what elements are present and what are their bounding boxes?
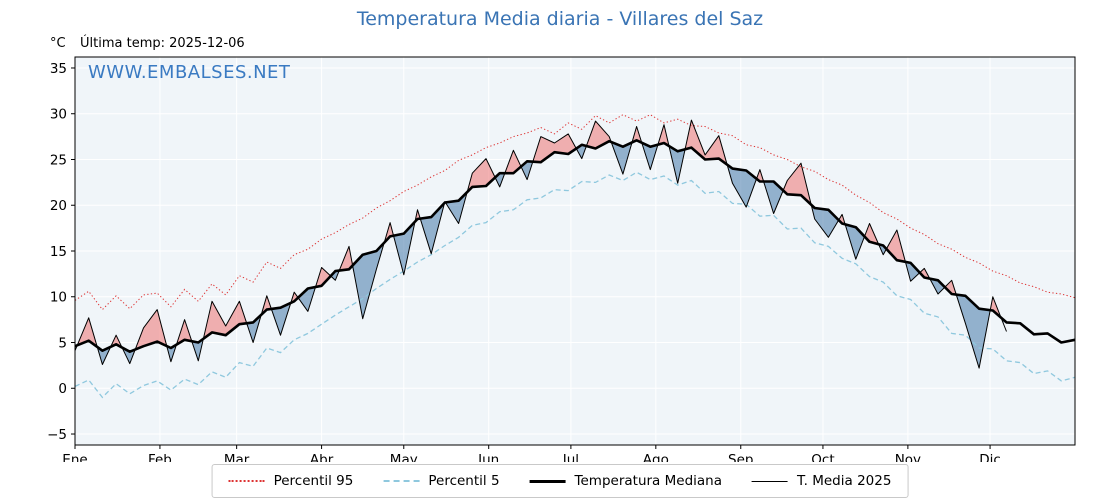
- y-tick-label: 20: [50, 198, 67, 214]
- legend-item-percentil5: Percentil 5: [383, 473, 500, 489]
- page-title: Temperatura Media diaria - Villares del …: [356, 8, 764, 30]
- t-media-2025-line-sample-icon: [752, 480, 788, 482]
- y-tick-label: 35: [50, 61, 67, 77]
- last-temp-label: Última temp: 2025-12-06: [80, 36, 245, 51]
- x-tick-label: May: [390, 452, 418, 462]
- y-tick-label: 15: [50, 244, 67, 260]
- percentil95-line-sample-icon: [228, 480, 265, 482]
- legend-item-mediana: Temperatura Mediana: [529, 473, 722, 489]
- legend-label: T. Media 2025: [797, 473, 892, 489]
- legend-label: Temperatura Mediana: [574, 473, 722, 489]
- y-tick-label: 25: [50, 152, 67, 168]
- x-tick-label: Oct: [811, 452, 834, 462]
- x-tick-label: Jul: [562, 452, 579, 462]
- mediana-line: [74, 139, 1076, 353]
- y-tick-label: 10: [50, 290, 67, 306]
- x-tick-label: Nov: [895, 452, 921, 462]
- fill-below-median: [75, 140, 1004, 369]
- x-tick-label: Ene: [62, 452, 87, 462]
- percentil95-line: [74, 114, 1076, 311]
- mediana-line-sample-icon: [529, 479, 566, 483]
- y-tick-label: 0: [58, 381, 67, 397]
- y-tick-label: 30: [50, 107, 67, 123]
- y-tick-label: 5: [58, 335, 67, 351]
- legend-item-percentil95: Percentil 95: [228, 473, 354, 489]
- x-tick-label: Sep: [728, 452, 753, 462]
- x-tick-label: Dic: [979, 452, 1001, 462]
- x-tick-label: Ago: [643, 452, 669, 462]
- watermark-text: WWW.EMBALSES.NET: [88, 62, 291, 83]
- temperature-chart: Ene Feb Mar Abr May Jun Jul Ago Sep Oct Nov Dic −5 0 5…: [47, 56, 1076, 462]
- percentil5-line-sample-icon: [383, 480, 420, 482]
- legend-label: Percentil 5: [428, 473, 500, 489]
- legend-label: Percentil 95: [273, 473, 354, 489]
- percentil5-line: [74, 171, 1076, 399]
- y-axis-unit-label: °C: [50, 36, 66, 51]
- x-tick-label: Mar: [224, 452, 250, 462]
- t-media-2025-line: [74, 119, 1007, 369]
- x-tick-label: Jun: [477, 452, 499, 462]
- legend-item-t-media-2025: T. Media 2025: [752, 473, 891, 489]
- x-tick-label: Abr: [310, 452, 334, 462]
- y-tick-label: −5: [47, 427, 67, 443]
- x-tick-label: Feb: [148, 452, 172, 462]
- chart-legend: Percentil 95 Percentil 5 Temperatura Med…: [211, 464, 909, 498]
